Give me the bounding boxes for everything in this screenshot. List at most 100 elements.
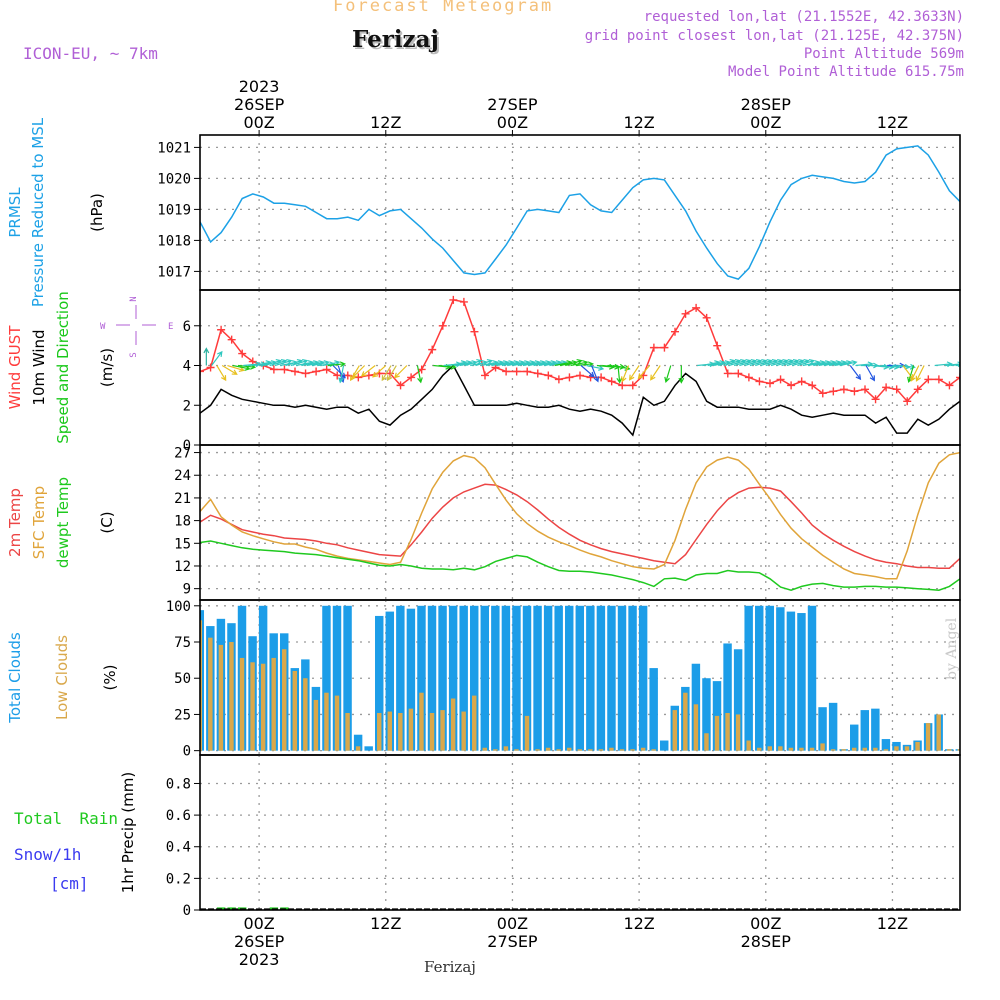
low-clouds-bar [503, 746, 509, 751]
panel-temperature: 9 12 15 18 21 24 27 2m Temp SFC Temp dewpt Temp (C… [6, 444, 961, 601]
total-clouds-bar [522, 605, 532, 751]
total-clouds-bar [776, 607, 785, 751]
y-tick-label: 0 [183, 903, 191, 919]
total-clouds-bar [332, 605, 342, 751]
wind-gust-marker [861, 385, 869, 394]
top-time-label: 12Z [623, 113, 654, 132]
low-clouds-bar [672, 710, 678, 751]
total-clouds-bar [385, 611, 395, 751]
total-clouds-bar [353, 734, 363, 751]
wind-gust-marker [417, 365, 426, 374]
clouds-label-line: Total Clouds [6, 632, 24, 724]
low-clouds-bar [493, 749, 498, 751]
y-tick-label: 1019 [157, 202, 191, 218]
bottom-time-label: 28SEP [741, 932, 792, 951]
compass-w: W [100, 322, 106, 332]
wind-gust-marker [333, 371, 342, 380]
total-clouds-bar [860, 710, 870, 751]
pressure-plot [200, 145, 960, 280]
top-time-label: 00Z [750, 113, 781, 132]
total-clouds-bar [480, 605, 490, 751]
wind-gust-marker [818, 389, 827, 398]
y-tick-label: 1017 [157, 264, 191, 280]
low-clouds-bar [450, 698, 456, 751]
total-clouds-bar [987, 745, 995, 751]
wind-gust-marker [988, 358, 996, 366]
low-clouds-bar [324, 692, 329, 751]
wind-gust-marker [766, 379, 774, 388]
wind-direction-arrow [216, 365, 227, 382]
total-clouds-bar [723, 643, 732, 751]
y-tick-label: 0.2 [166, 871, 191, 887]
low-clouds-bar [218, 644, 224, 751]
total-clouds-bar [966, 746, 974, 750]
wind-direction-arrow [327, 361, 346, 368]
wind-gust-marker [723, 369, 732, 378]
panel-wind: 0 2 4 6 N W E S Wind GUST 10m Wind Speed and Direc… [6, 289, 996, 454]
wind-gust-marker [407, 373, 416, 382]
y-tick-label: 0 [183, 744, 191, 760]
y-tick-label: 1020 [157, 171, 191, 187]
low-clouds-bar [577, 749, 583, 751]
low-clouds-bar [313, 699, 319, 751]
y-tick-label: 25 [174, 707, 191, 723]
low-clouds-bar [440, 710, 445, 751]
low-clouds-bar [841, 749, 846, 751]
wind-gust-marker [607, 377, 616, 386]
bottom-time-label: 26SEP [234, 932, 285, 951]
y-tick-label: 50 [174, 671, 191, 687]
wind-direction-arrow [586, 364, 605, 371]
wind-direction-arrow [650, 365, 661, 381]
rain-legend-word: Total [14, 809, 62, 828]
2m-temp-line [200, 483, 960, 569]
low-clouds-bar [334, 695, 340, 751]
wind-gust-marker [744, 373, 753, 382]
wind-gust-marker [523, 367, 532, 376]
wind-gust-marker [829, 387, 838, 396]
wind-direction-arrow [211, 350, 223, 366]
total-clouds-bar [638, 605, 648, 751]
wind-label-line: Speed and Direction [54, 291, 72, 444]
footer-location: Ferizaj [424, 958, 476, 976]
wind-direction-arrow [386, 365, 397, 382]
bottom-time-label: 27SEP [487, 932, 538, 951]
wind-gust-marker [470, 327, 479, 336]
dewpt-temp-line [200, 540, 960, 591]
total-clouds-bar [491, 605, 500, 751]
total-clouds-bar [575, 605, 585, 751]
model-name: ICON-EU, ~ 7km [23, 44, 158, 63]
wind-gust-marker [396, 381, 405, 390]
low-clouds-bar [725, 712, 730, 751]
bottom-time-label: 12Z [877, 914, 908, 933]
low-clouds-bar [239, 657, 245, 751]
bottom-time-label: 12Z [370, 914, 401, 933]
total-clouds-bar [765, 605, 775, 751]
y-tick-label: 1021 [157, 140, 191, 156]
wind-gust-marker [586, 373, 595, 382]
total-clouds-bar [512, 605, 521, 751]
wind-direction-arrow [203, 347, 210, 366]
low-clouds-bar [915, 741, 920, 751]
low-clouds-bar [852, 747, 857, 751]
wind-gust-marker [755, 377, 764, 386]
total-clouds-bar [322, 605, 331, 751]
panel-clouds: 0 25 50 75 100 Total Clouds Low Clouds (%) [6, 599, 995, 760]
wind-gust-marker [200, 367, 204, 376]
low-clouds-bar [514, 749, 519, 751]
wind-direction-arrow [475, 359, 493, 367]
low-clouds-bar [693, 704, 699, 751]
wind-direction-arrow [360, 365, 376, 377]
low-clouds-bar [208, 637, 213, 751]
total-clouds-bar [702, 678, 711, 751]
low-clouds-bar [989, 745, 993, 751]
low-clouds-bar [556, 749, 561, 751]
wind-gust-marker [692, 303, 701, 312]
wind-direction-arrow [664, 365, 672, 383]
wind-gust-marker [797, 377, 806, 386]
sfc-temp-line [200, 451, 960, 580]
wind-direction-arrow [464, 359, 483, 367]
compass-e: E [168, 322, 173, 332]
low-clouds-bar [524, 715, 530, 751]
wind-gust-marker [808, 381, 817, 390]
